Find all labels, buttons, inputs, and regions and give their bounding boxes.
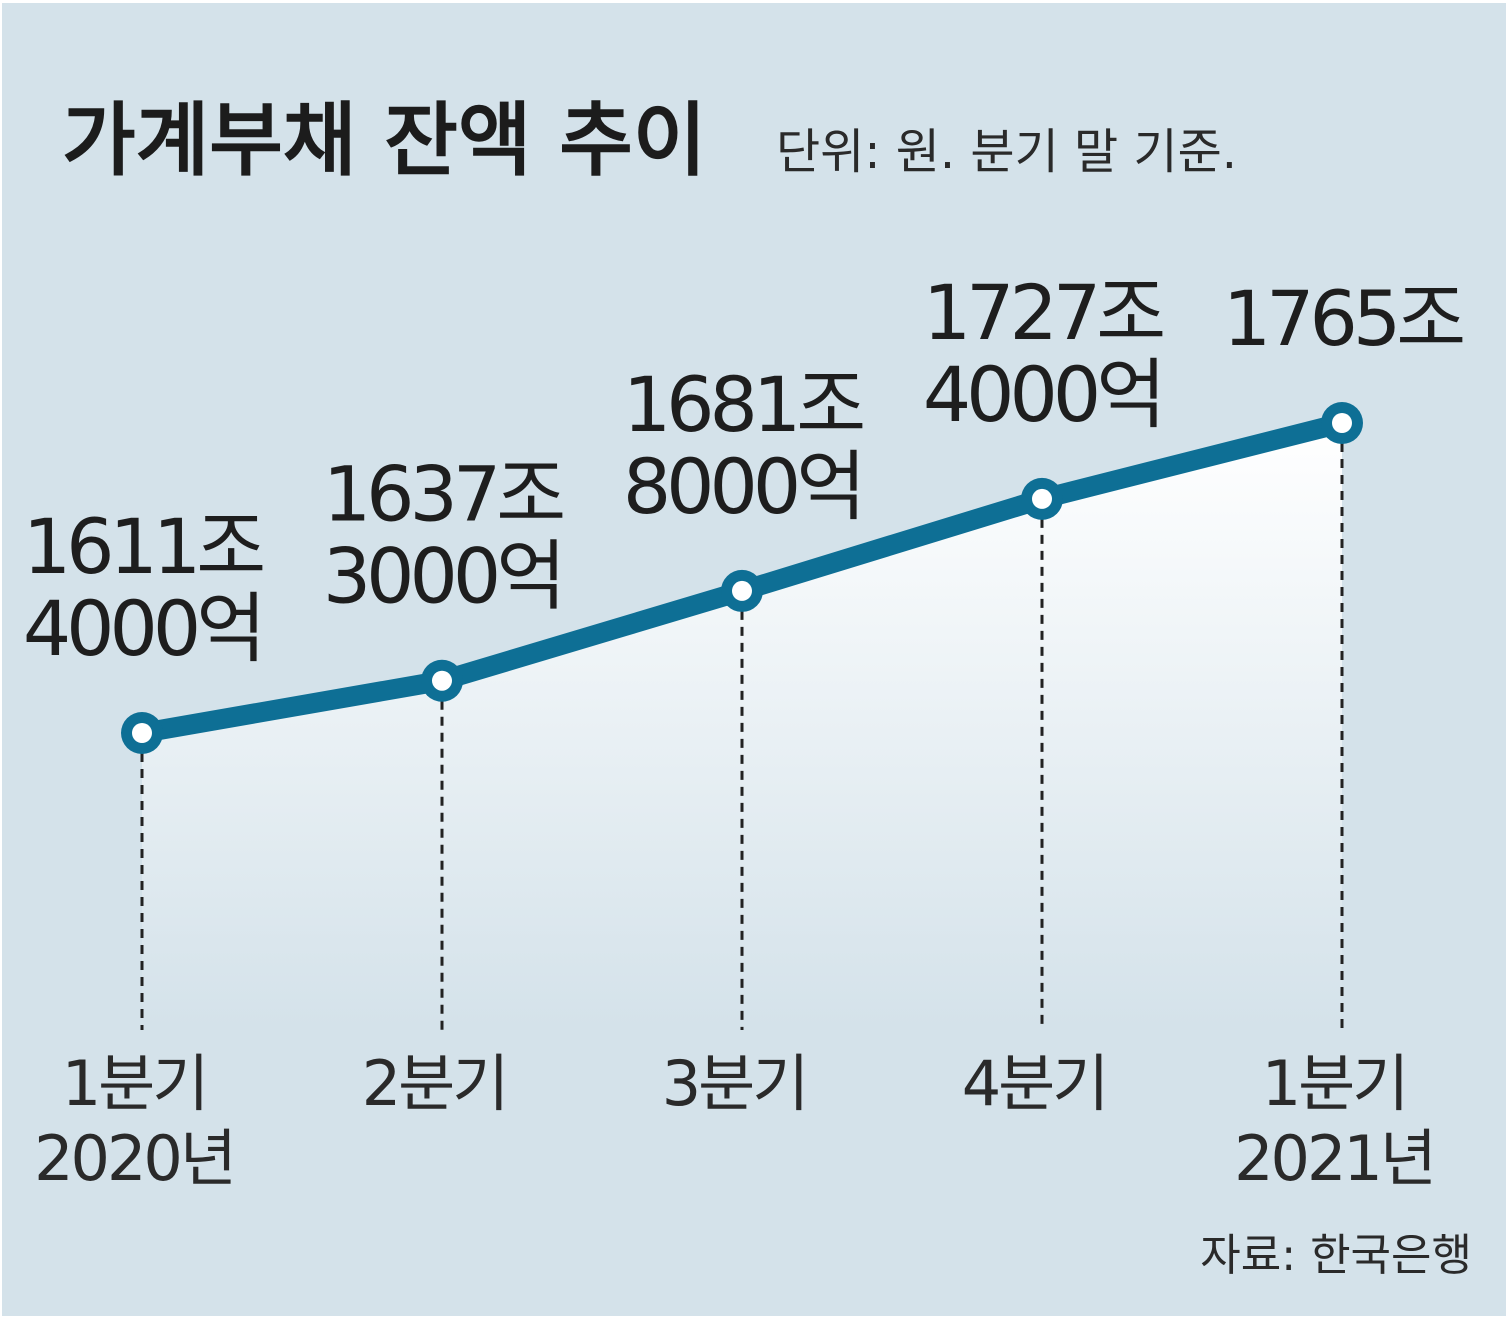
chart-unit-note: 단위: 원. 분기 말 기준. (776, 124, 1237, 180)
data-point-center (1332, 413, 1352, 433)
chart-title: 가계부채 잔액 추이 (62, 94, 707, 187)
data-point (421, 659, 463, 702)
data-label: 1681조 (623, 360, 863, 449)
data-label: 8000억 (623, 442, 861, 531)
data-label: 1611조 (23, 502, 263, 591)
data-markers (121, 402, 1363, 754)
data-label: 4000억 (23, 584, 261, 673)
data-point (721, 569, 763, 612)
data-point-center (432, 670, 452, 691)
x-tick-label: 2020년 (34, 1122, 234, 1195)
data-point (121, 712, 163, 754)
data-point (1021, 477, 1063, 520)
data-label: 1637조 (323, 450, 563, 539)
data-point-center (132, 723, 152, 743)
data-label: 3000억 (323, 532, 561, 621)
x-tick-label: 2021년 (1234, 1122, 1434, 1195)
data-point (1321, 402, 1363, 444)
data-point-center (732, 580, 752, 601)
source-note: 자료: 한국은행 (1200, 1230, 1472, 1281)
data-label: 1765조 (1223, 274, 1463, 363)
data-label: 4000억 (923, 350, 1161, 439)
x-tick-label: 1분기 (62, 1047, 207, 1120)
data-labels: 1611조4000억1637조3000억1681조8000억1727조4000억… (23, 268, 1468, 673)
x-tick-label: 2분기 (362, 1047, 507, 1120)
x-tick-label: 3분기 (662, 1047, 807, 1120)
data-point-center (1032, 488, 1052, 509)
x-tick-label: 1분기 (1262, 1047, 1407, 1120)
data-label: 1727조 (923, 268, 1163, 357)
guide-lines (140, 443, 1344, 1030)
x-tick-label: 4분기 (962, 1047, 1107, 1120)
